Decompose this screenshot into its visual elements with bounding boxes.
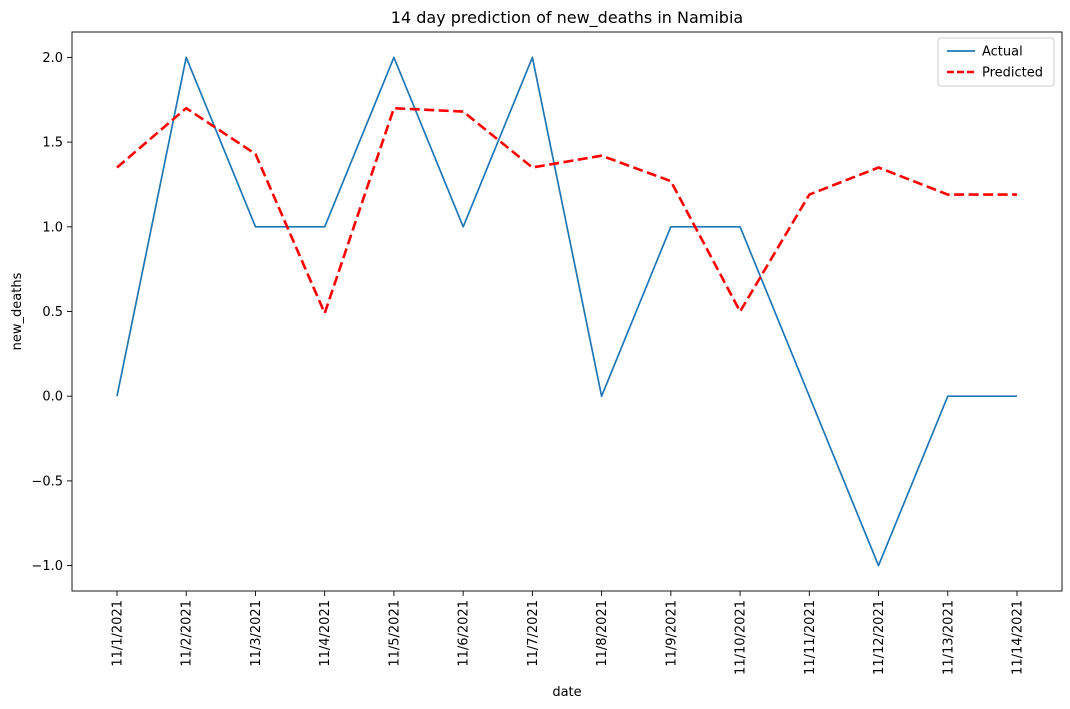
y-tick-label: 2.0 [42,51,63,66]
series-layer [116,56,1017,567]
x-tick-label: 11/5/2021 [387,600,402,667]
y-tick-label: −0.5 [31,474,63,489]
plot-frame [71,31,1063,592]
legend-box [937,37,1055,87]
legend: Actual Predicted [937,37,1055,87]
y-tick-label: 0.5 [42,305,63,320]
chart-title: 14 day prediction of new_deaths in Namib… [391,8,743,28]
x-tick-label: 11/4/2021 [318,600,333,667]
y-tick-label: 0.0 [42,390,63,405]
x-tick-label: 11/13/2021 [941,600,956,675]
y-tick-label: 1.5 [42,136,63,151]
x-axis: 11/1/2021 11/2/2021 11/3/2021 11/4/2021 11/5… [111,591,1026,675]
legend-label-actual: Actual [982,45,1023,60]
series-line-predicted [116,106,1017,315]
x-axis-label: date [552,685,581,700]
series-line-actual [116,56,1017,567]
x-tick-label: 11/3/2021 [249,600,264,667]
x-tick-label: 11/14/2021 [1011,600,1026,675]
y-tick-label: −1.0 [31,559,63,574]
x-tick-label: 11/11/2021 [803,600,818,675]
legend-label-predicted: Predicted [982,66,1043,81]
x-tick-label: 11/10/2021 [734,600,749,675]
y-axis-label: new_deaths [10,272,25,350]
x-tick-label: 11/8/2021 [595,600,610,667]
x-tick-label: 11/6/2021 [457,600,472,667]
y-axis: −1.0 −0.5 0.0 0.5 1.0 1.5 2.0 [31,51,72,574]
x-tick-label: 11/1/2021 [111,600,126,667]
x-tick-label: 11/2/2021 [180,600,195,667]
x-tick-label: 11/7/2021 [526,600,541,667]
x-tick-label: 11/9/2021 [664,600,679,667]
x-tick-label: 11/12/2021 [872,600,887,675]
y-tick-label: 1.0 [42,220,63,235]
